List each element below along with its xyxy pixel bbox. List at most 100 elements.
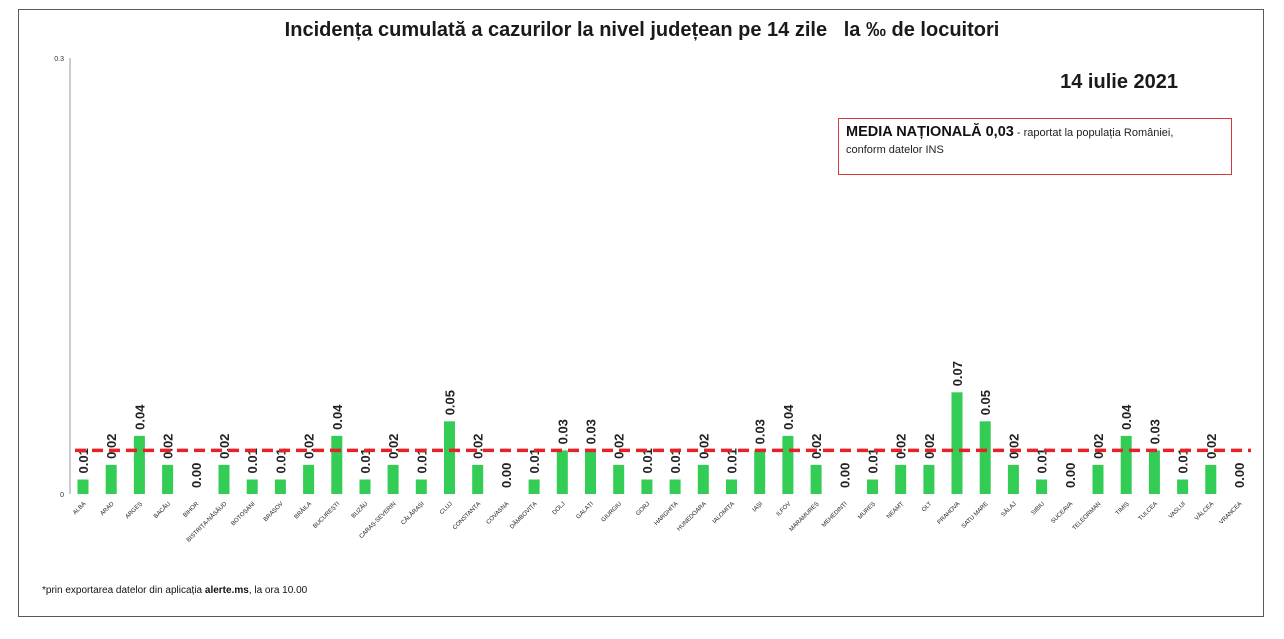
bar-dolj: [556, 450, 568, 494]
category-label: PRAHOVA: [937, 501, 962, 526]
value-label: 0.02: [1204, 434, 1219, 459]
value-label: 0.01: [527, 448, 542, 473]
category-label: BACĂU: [152, 500, 172, 520]
value-label: 0.01: [358, 448, 373, 473]
value-label: 0.02: [161, 434, 176, 459]
chart-title: Incidența cumulată a cazurilor la nivel …: [284, 19, 1000, 41]
bars-group: [77, 392, 1217, 494]
category-label: DÂMBOVIȚA: [509, 500, 539, 530]
value-label: 0.00: [837, 463, 852, 488]
category-label: ARAD: [100, 501, 117, 518]
value-label: 0.01: [725, 448, 740, 473]
value-label: 0.04: [330, 404, 345, 430]
category-label: VRANCEA: [1219, 501, 1244, 526]
category-label: HUNEDOARA: [676, 501, 707, 532]
bar-arad: [105, 464, 117, 494]
category-label: SIBIU: [1031, 501, 1046, 516]
value-label: 0.01: [414, 448, 429, 473]
category-label: NEAMȚ: [886, 501, 905, 520]
value-label: 0.00: [1063, 463, 1078, 488]
y-tick-top: 0.3: [54, 56, 64, 63]
bar-dâmbovița: [528, 479, 540, 494]
value-label: 0.02: [1091, 434, 1106, 459]
value-label: 0.00: [1232, 463, 1247, 488]
category-label: IAȘI: [752, 501, 764, 513]
value-label: 0.02: [302, 434, 317, 459]
bar-buzău: [359, 479, 371, 494]
value-label: 0.02: [217, 434, 232, 459]
bar-sălaj: [1007, 464, 1019, 494]
category-label: CONSTANȚA: [452, 501, 482, 531]
value-label: 0.01: [245, 448, 260, 473]
footnote: *prin exportarea datelor din aplicația a…: [42, 585, 307, 596]
bar-argeș: [133, 435, 145, 494]
value-label: 0.02: [1006, 434, 1021, 459]
bar-tulcea: [1148, 450, 1160, 494]
value-label: 0.03: [1147, 419, 1162, 444]
bar-călărași: [415, 479, 427, 494]
value-label: 0.02: [809, 434, 824, 459]
category-label: BOTOȘANI: [231, 501, 257, 527]
value-label: 0.02: [386, 434, 401, 459]
value-label: 0.01: [273, 448, 288, 473]
national-average-description: - raportat la populația României,: [1013, 127, 1174, 139]
value-labels-group: 0.01 0.02 0.04 0.02 0.00 0.02 0.01 0.01 0.02 0.04…: [76, 361, 1247, 488]
footnote-app-name: alerte.ms: [204, 585, 249, 596]
bar-mureș: [867, 479, 878, 494]
national-average-value: MEDIA NAȚIONALĂ 0,03: [846, 124, 1014, 140]
bar-caraș-severin: [387, 464, 399, 494]
category-label: GORJ: [635, 501, 651, 517]
category-label: SĂLAJ: [1000, 500, 1018, 518]
category-label: VASLUI: [1168, 501, 1187, 520]
value-label: 0.07: [950, 361, 965, 386]
category-label: CĂLĂRAȘI: [400, 500, 426, 526]
bar-hunedoara: [697, 464, 709, 494]
bar-ialomița: [726, 479, 737, 494]
value-label: 0.01: [866, 448, 881, 473]
value-label: 0.01: [640, 448, 655, 473]
bar-maramureș: [810, 464, 822, 494]
bar-satu-mare: [979, 421, 991, 494]
value-label: 0.00: [189, 463, 204, 488]
category-label: BIHOR: [183, 501, 201, 519]
category-label: ALBA: [72, 501, 87, 516]
bar-giurgiu: [613, 464, 625, 494]
category-label: BUCUREȘTI: [312, 501, 341, 530]
bar-constanța: [472, 464, 484, 494]
category-label: TELEORMAN: [1072, 501, 1103, 532]
category-label: BRĂILA: [293, 500, 313, 520]
y-tick-zero: 0: [60, 492, 64, 499]
bar-harghita: [669, 479, 681, 494]
bar-olt: [923, 464, 935, 494]
category-label: BRAȘOV: [263, 501, 285, 523]
bar-galați: [585, 450, 596, 494]
value-label: 0.05: [978, 390, 993, 415]
category-label: ILFOV: [776, 501, 793, 518]
footnote-prefix: *prin exportarea datelor din aplicația: [42, 585, 205, 596]
category-label: IALOMIȚA: [712, 501, 736, 525]
bar-timiș: [1120, 435, 1132, 494]
category-label: GIURGIU: [601, 501, 623, 523]
bar-vâlcea: [1205, 464, 1217, 494]
category-label: TULCEA: [1138, 501, 1159, 522]
report-date: 14 iulie 2021: [1060, 71, 1178, 93]
bar-alba: [77, 479, 89, 494]
value-label: 0.02: [696, 434, 711, 459]
category-label: DOLJ: [552, 501, 567, 516]
category-label: MEHEDINȚI: [821, 501, 849, 529]
bar-botoșani: [246, 479, 258, 494]
national-average-note: MEDIA NAȚIONALĂ 0,03 - raportat la popul…: [838, 118, 1232, 175]
category-label: SATU MARE: [961, 501, 990, 530]
footnote-suffix: , la ora 10.00: [248, 585, 308, 596]
bar-brăila: [303, 464, 315, 494]
category-label: CLUJ: [439, 501, 454, 516]
category-label: SUCEAVA: [1050, 501, 1074, 525]
value-label: 0.02: [104, 434, 119, 459]
category-label: MUREȘ: [857, 501, 877, 521]
category-label: COVASNA: [486, 501, 511, 526]
category-label: MARAMUREȘ: [789, 501, 821, 533]
bar-prahova: [951, 392, 963, 494]
value-label: 0.03: [584, 419, 599, 444]
bar-cluj: [444, 421, 455, 494]
